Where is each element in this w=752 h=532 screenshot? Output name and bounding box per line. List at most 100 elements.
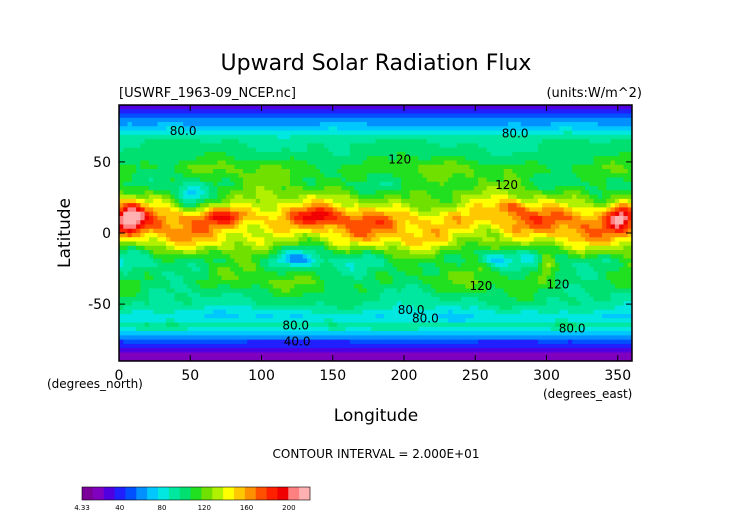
heatmap-cell xyxy=(281,271,287,277)
heatmap-cell xyxy=(452,207,458,213)
heatmap-cell xyxy=(307,250,312,255)
heatmap-cell xyxy=(358,177,364,183)
heatmap-cell xyxy=(200,122,206,127)
heatmap-cell xyxy=(486,147,492,153)
heatmap-cell xyxy=(379,224,385,230)
heatmap-cell xyxy=(401,160,407,166)
heatmap-cell xyxy=(302,194,308,200)
heatmap-cell xyxy=(593,173,599,179)
heatmap-cell xyxy=(533,190,539,196)
heatmap-cell xyxy=(332,279,338,285)
heatmap-cell xyxy=(195,147,201,153)
heatmap-cell xyxy=(204,241,210,247)
heatmap-cell xyxy=(448,105,454,110)
heatmap-cell xyxy=(448,147,454,153)
heatmap-cell xyxy=(537,134,543,140)
heatmap-cell xyxy=(409,271,415,277)
heatmap-cell xyxy=(593,271,599,277)
heatmap-cell xyxy=(349,173,355,179)
heatmap-cell xyxy=(319,228,325,234)
heatmap-cell xyxy=(144,237,150,243)
heatmap-cell xyxy=(375,186,381,191)
heatmap-cell xyxy=(379,250,385,255)
heatmap-cell xyxy=(555,160,560,166)
heatmap-cell xyxy=(174,207,180,213)
heatmap-cell xyxy=(204,105,210,110)
heatmap-cell xyxy=(242,250,248,255)
heatmap-cell xyxy=(349,147,355,153)
heatmap-cell xyxy=(332,245,338,251)
heatmap-cell xyxy=(153,215,159,221)
heatmap-cell xyxy=(542,275,548,281)
heatmap-cell xyxy=(178,190,184,196)
heatmap-cell xyxy=(396,275,402,281)
heatmap-cell xyxy=(238,237,244,243)
heatmap-cell xyxy=(264,271,270,277)
heatmap-cell xyxy=(520,228,526,234)
heatmap-cell xyxy=(362,275,368,281)
heatmap-cell xyxy=(260,254,265,260)
heatmap-cell xyxy=(170,109,176,115)
heatmap-cell xyxy=(315,109,321,115)
heatmap-cell xyxy=(512,258,518,264)
heatmap-cell xyxy=(627,207,632,213)
heatmap-cell xyxy=(264,198,270,204)
heatmap-cell xyxy=(200,164,206,170)
heatmap-cell xyxy=(166,134,171,140)
heatmap-cell xyxy=(516,122,522,127)
heatmap-cell xyxy=(148,233,154,238)
heatmap-cell xyxy=(508,254,513,260)
heatmap-cell xyxy=(461,254,466,260)
heatmap-cell xyxy=(238,186,244,191)
heatmap-cell xyxy=(482,233,488,238)
heatmap-cell xyxy=(614,147,620,153)
heatmap-cell xyxy=(119,207,124,213)
heatmap-cell xyxy=(448,228,454,234)
heatmap-cell xyxy=(431,105,436,110)
heatmap-cell xyxy=(486,271,492,277)
heatmap-cell xyxy=(251,275,257,281)
heatmap-cell xyxy=(337,228,342,234)
heatmap-cell xyxy=(366,220,372,226)
heatmap-cell xyxy=(200,275,206,281)
heatmap-cell xyxy=(593,139,599,144)
heatmap-cell xyxy=(606,241,612,247)
heatmap-cell xyxy=(341,190,347,196)
heatmap-cell xyxy=(362,117,368,123)
heatmap-cell xyxy=(580,126,586,132)
heatmap-cell xyxy=(584,198,590,204)
heatmap-cell xyxy=(525,169,531,174)
heatmap-cell xyxy=(572,267,578,272)
heatmap-cell xyxy=(409,186,415,191)
heatmap-cell xyxy=(537,245,543,251)
heatmap-cell xyxy=(290,143,295,149)
heatmap-cell xyxy=(178,258,184,264)
heatmap-cell xyxy=(439,250,445,255)
heatmap-cell xyxy=(422,126,428,132)
heatmap-cell xyxy=(242,233,248,238)
heatmap-cell xyxy=(478,134,483,140)
heatmap-cell xyxy=(290,198,295,204)
heatmap-cell xyxy=(533,224,539,230)
heatmap-cell xyxy=(242,224,248,230)
heatmap-cell xyxy=(627,245,632,251)
heatmap-cell xyxy=(396,147,402,153)
heatmap-cell xyxy=(247,211,253,217)
heatmap-cell xyxy=(431,109,436,115)
heatmap-cell xyxy=(328,211,334,217)
heatmap-cell xyxy=(294,134,300,140)
heatmap-cell xyxy=(200,258,206,264)
heatmap-cell xyxy=(401,262,407,268)
heatmap-cell xyxy=(593,181,599,187)
heatmap-cell xyxy=(602,143,607,149)
heatmap-cell xyxy=(191,194,197,200)
heatmap-cell xyxy=(623,267,629,272)
heatmap-cell xyxy=(469,173,475,179)
heatmap-cell xyxy=(593,143,599,149)
heatmap-cell xyxy=(452,254,458,260)
heatmap-cell xyxy=(486,122,492,127)
heatmap-cell xyxy=(294,241,300,247)
heatmap-cell xyxy=(123,160,129,166)
heatmap-cell xyxy=(294,258,300,264)
heatmap-cell xyxy=(264,194,270,200)
